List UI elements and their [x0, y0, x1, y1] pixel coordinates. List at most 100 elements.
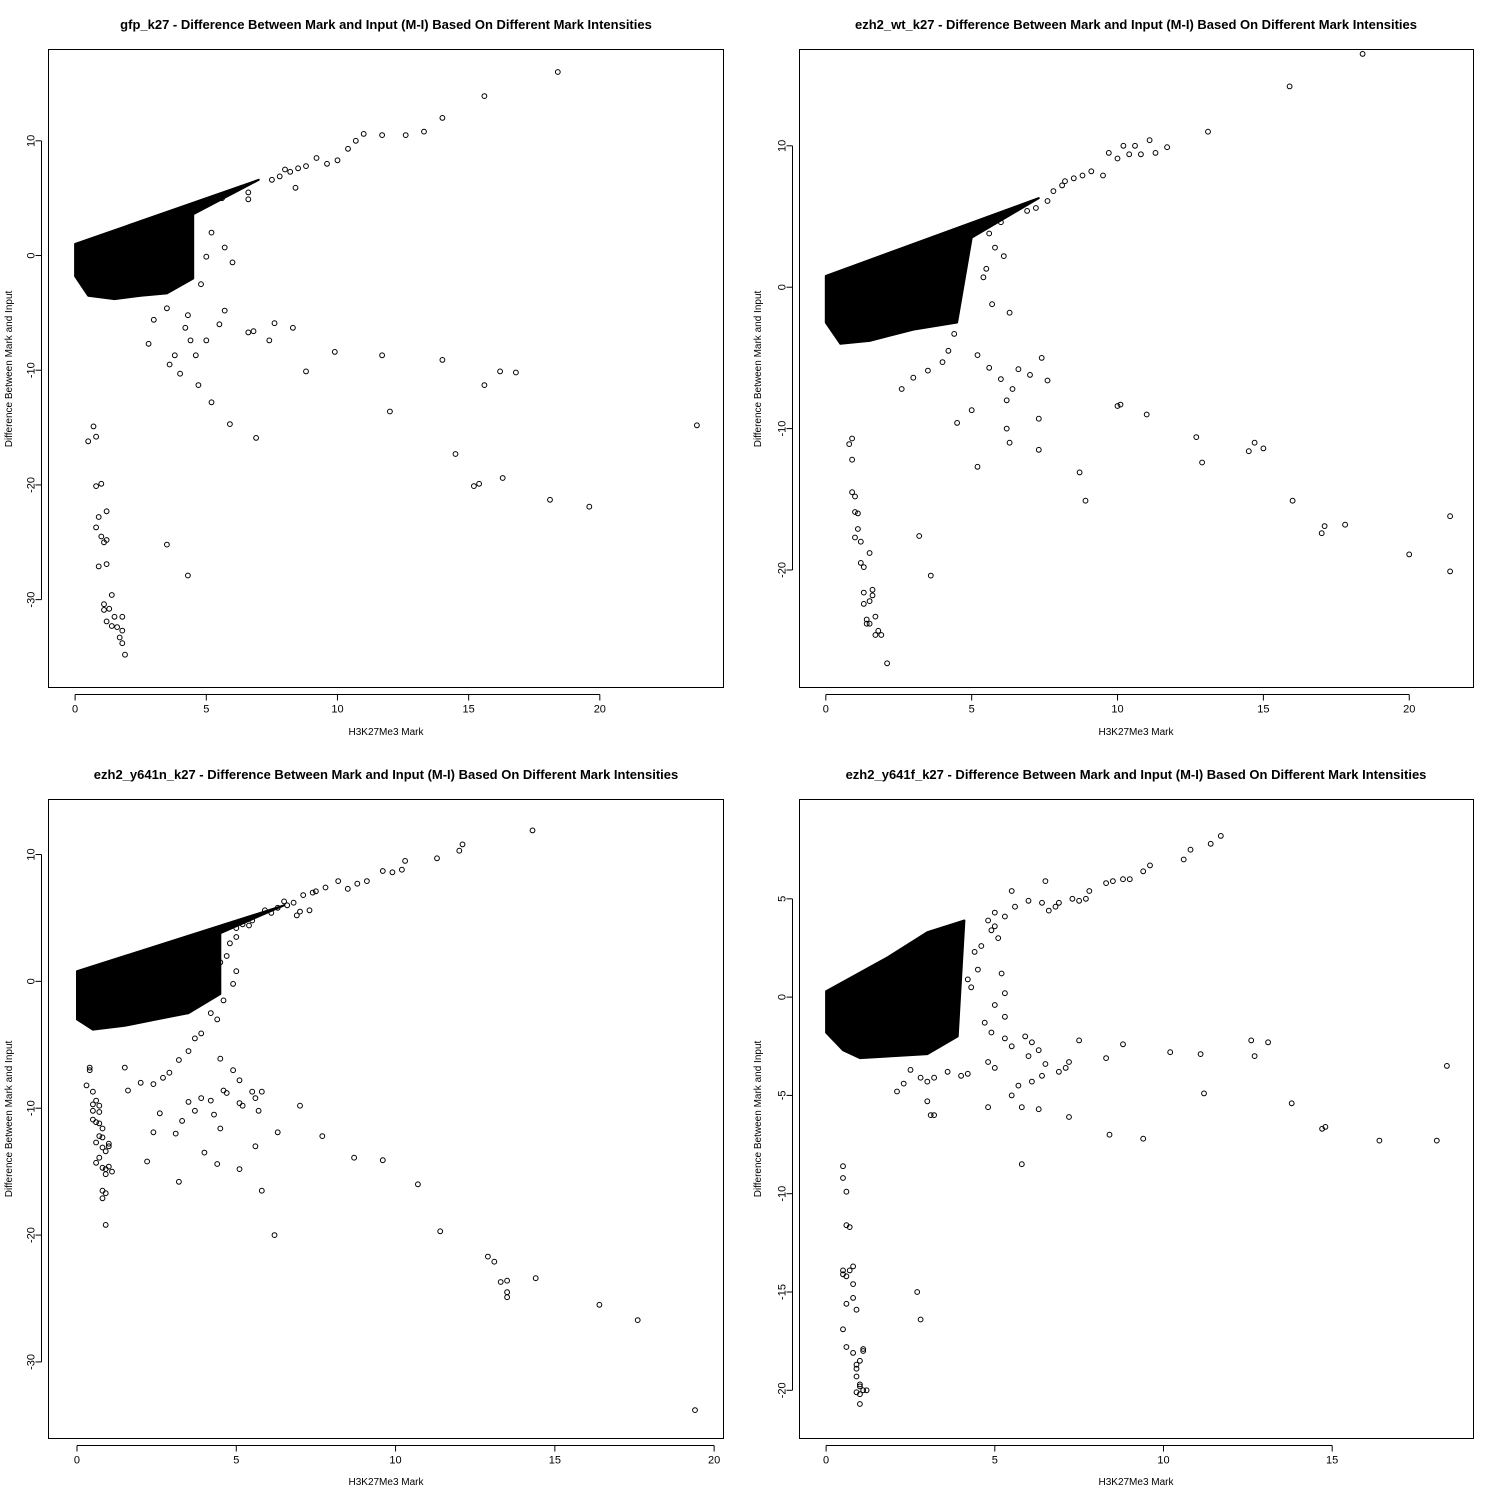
- x-axis: 0 5 10 15 20: [823, 694, 1415, 716]
- data-point: [1015, 1082, 1022, 1089]
- data-point: [1018, 1104, 1025, 1111]
- data-point: [900, 1080, 907, 1087]
- data-point: [1076, 469, 1083, 476]
- data-point: [917, 1074, 924, 1081]
- data-point: [840, 1163, 846, 1170]
- data-point: [192, 1035, 198, 1042]
- data-point: [150, 1129, 157, 1136]
- y-axis-label: Difference Between Mark and Input: [753, 1040, 764, 1197]
- data-point: [954, 420, 960, 426]
- data-point: [1002, 990, 1008, 997]
- data-point: [504, 1277, 511, 1284]
- data-point: [245, 329, 252, 336]
- data-point: [166, 1069, 173, 1076]
- data-point: [1002, 1035, 1008, 1042]
- data-point: [276, 173, 283, 180]
- data-point: [983, 265, 990, 272]
- data-point: [1070, 175, 1077, 182]
- data-point: [1008, 1092, 1015, 1099]
- data-point: [850, 1281, 856, 1287]
- data-point: [90, 1101, 96, 1108]
- plot-frame: [799, 49, 1474, 688]
- data-point: [379, 352, 386, 359]
- data-point: [1120, 876, 1126, 883]
- panel-title: ezh2_wt_k27 - Difference Between Mark an…: [855, 17, 1417, 32]
- panel-ezh2-y641f-k27: ezh2_y641f_k27 - Difference Between Mark…: [753, 767, 1474, 1488]
- data-point: [860, 1348, 867, 1354]
- data-point: [93, 1097, 99, 1104]
- data-point: [853, 1361, 860, 1368]
- panel-title: gfp_k27 - Difference Between Mark and In…: [120, 17, 652, 32]
- data-point: [843, 1344, 850, 1350]
- data-point: [319, 1133, 326, 1139]
- data-point: [1006, 439, 1013, 446]
- data-point: [857, 538, 864, 545]
- data-point: [1207, 840, 1214, 847]
- data-point: [281, 898, 288, 905]
- data-point: [1052, 903, 1059, 910]
- data-point: [1359, 51, 1366, 57]
- data-point: [1444, 1063, 1450, 1069]
- data-point: [207, 1097, 214, 1104]
- data-point: [863, 616, 870, 623]
- data-point: [164, 305, 170, 312]
- data-point: [985, 1059, 991, 1065]
- dense-point-cloud: [76, 904, 286, 1031]
- data-point: [1066, 1114, 1072, 1120]
- data-point: [86, 1064, 93, 1071]
- data-point: [233, 968, 240, 975]
- data-point: [1059, 182, 1065, 189]
- data-point: [860, 601, 867, 607]
- data-point: [1140, 868, 1147, 875]
- data-point: [192, 1107, 198, 1114]
- data-point: [300, 892, 307, 898]
- data-point: [875, 627, 882, 634]
- data-point: [96, 1109, 103, 1115]
- data-point: [217, 1055, 224, 1062]
- data-point: [245, 189, 252, 196]
- data-point: [980, 274, 987, 281]
- data-point: [103, 618, 110, 625]
- data-point: [114, 624, 120, 630]
- data-point: [857, 1383, 863, 1390]
- y-tick-label: 10: [26, 135, 38, 147]
- data-point: [103, 561, 110, 567]
- data-point: [857, 1381, 863, 1388]
- data-point: [924, 1078, 931, 1085]
- data-point: [182, 324, 189, 331]
- data-point: [1012, 903, 1018, 910]
- data-point: [269, 176, 275, 183]
- data-point: [513, 369, 519, 376]
- data-point: [415, 1181, 421, 1188]
- data-point: [187, 337, 194, 344]
- x-tick-label: 0: [823, 1455, 829, 1467]
- data-point: [974, 463, 981, 470]
- data-point: [86, 1067, 93, 1074]
- data-point: [1117, 401, 1124, 408]
- data-point: [96, 1133, 103, 1139]
- x-tick-label: 5: [992, 1455, 998, 1467]
- data-point: [1035, 446, 1042, 453]
- data-point: [852, 493, 858, 500]
- data-point: [529, 827, 536, 834]
- data-point: [939, 359, 946, 366]
- data-point: [1248, 1037, 1255, 1044]
- data-point: [1018, 1161, 1025, 1168]
- data-point: [223, 1090, 230, 1096]
- data-point: [491, 1258, 498, 1265]
- data-point: [198, 281, 204, 288]
- data-point: [303, 163, 309, 170]
- data-point: [96, 1120, 103, 1127]
- data-point: [354, 880, 361, 887]
- data-point: [849, 456, 855, 463]
- data-point: [1140, 1135, 1147, 1142]
- data-point: [177, 370, 184, 377]
- data-point: [931, 1074, 937, 1081]
- data-point: [843, 1188, 850, 1195]
- data-point: [1022, 1033, 1029, 1040]
- data-point: [894, 1088, 900, 1095]
- data-point: [345, 145, 351, 152]
- data-point: [1038, 355, 1045, 361]
- data-point: [1199, 459, 1205, 466]
- data-point: [857, 1357, 863, 1364]
